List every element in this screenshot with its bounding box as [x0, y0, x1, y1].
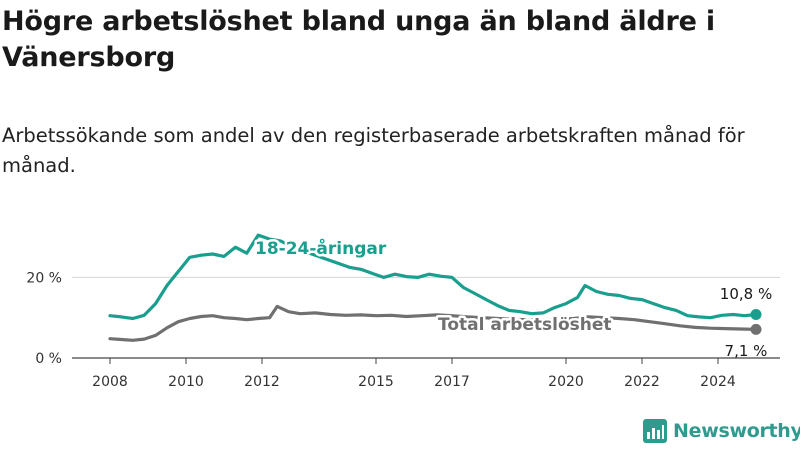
- x-tick-label: 2024: [700, 374, 736, 390]
- chart-title: Högre arbetslöshet bland unga än bland ä…: [2, 6, 715, 73]
- brand-name: Newsworthy: [673, 420, 800, 442]
- x-tick-label: 2022: [624, 374, 660, 390]
- series-line-youth: [108, 233, 758, 321]
- gridlines: [72, 276, 780, 359]
- x-tick-label: 2008: [92, 374, 128, 390]
- series-label-total: Total arbetslöshet: [438, 315, 612, 335]
- series-label-youth: 18-24-åringar: [255, 237, 387, 259]
- x-tick-label: 2015: [358, 374, 394, 390]
- series-end-point-total: [750, 323, 762, 335]
- x-tick-label: 2010: [168, 374, 204, 390]
- y-tick-label: 0 %: [35, 351, 62, 367]
- y-axis-ticks: 0 % 20 %: [26, 270, 62, 367]
- end-value-total: 7,1 %: [725, 342, 768, 360]
- x-tick-label: 2017: [434, 374, 470, 390]
- series-lines: [108, 233, 762, 342]
- newsworthy-logo-icon: [643, 419, 667, 443]
- line-chart: 0 % 20 % 2008 2010 2012 2015 2017 2020 2022 2024…: [26, 233, 780, 390]
- x-tick-label: 2012: [244, 374, 280, 390]
- y-tick-label: 20 %: [26, 270, 62, 286]
- series-line-total: [108, 304, 758, 342]
- chart-subtitle: Arbetssökande som andel av den registerb…: [2, 124, 745, 177]
- end-value-youth: 10,8 %: [720, 285, 772, 303]
- series-labels: 18-24-åringar Total arbetslöshet 10,8 % 7,1…: [253, 235, 773, 361]
- x-axis-ticks: 2008 2010 2012 2015 2017 2020 2022 2024: [92, 358, 736, 390]
- series-end-point-youth: [750, 308, 762, 320]
- newsworthy-logo[interactable]: Newsworthy: [643, 419, 800, 443]
- x-tick-label: 2020: [548, 374, 584, 390]
